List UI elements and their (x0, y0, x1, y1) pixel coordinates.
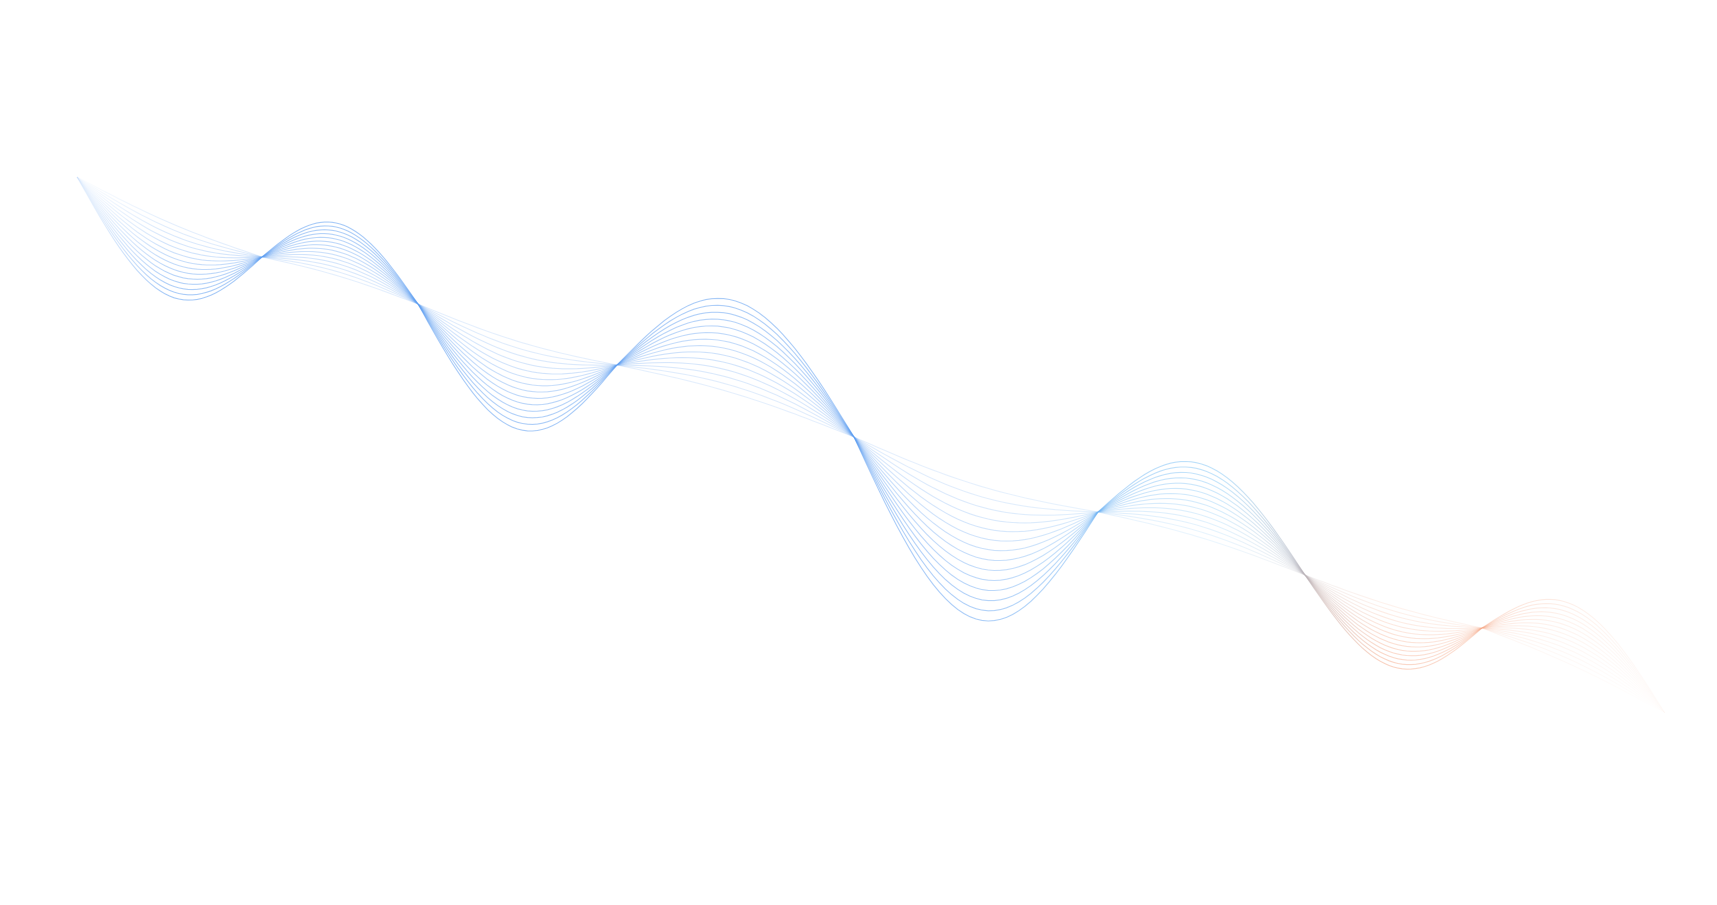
wave-lines (76, 176, 1666, 714)
wave-line (76, 176, 1666, 714)
wave-line (76, 176, 1666, 714)
